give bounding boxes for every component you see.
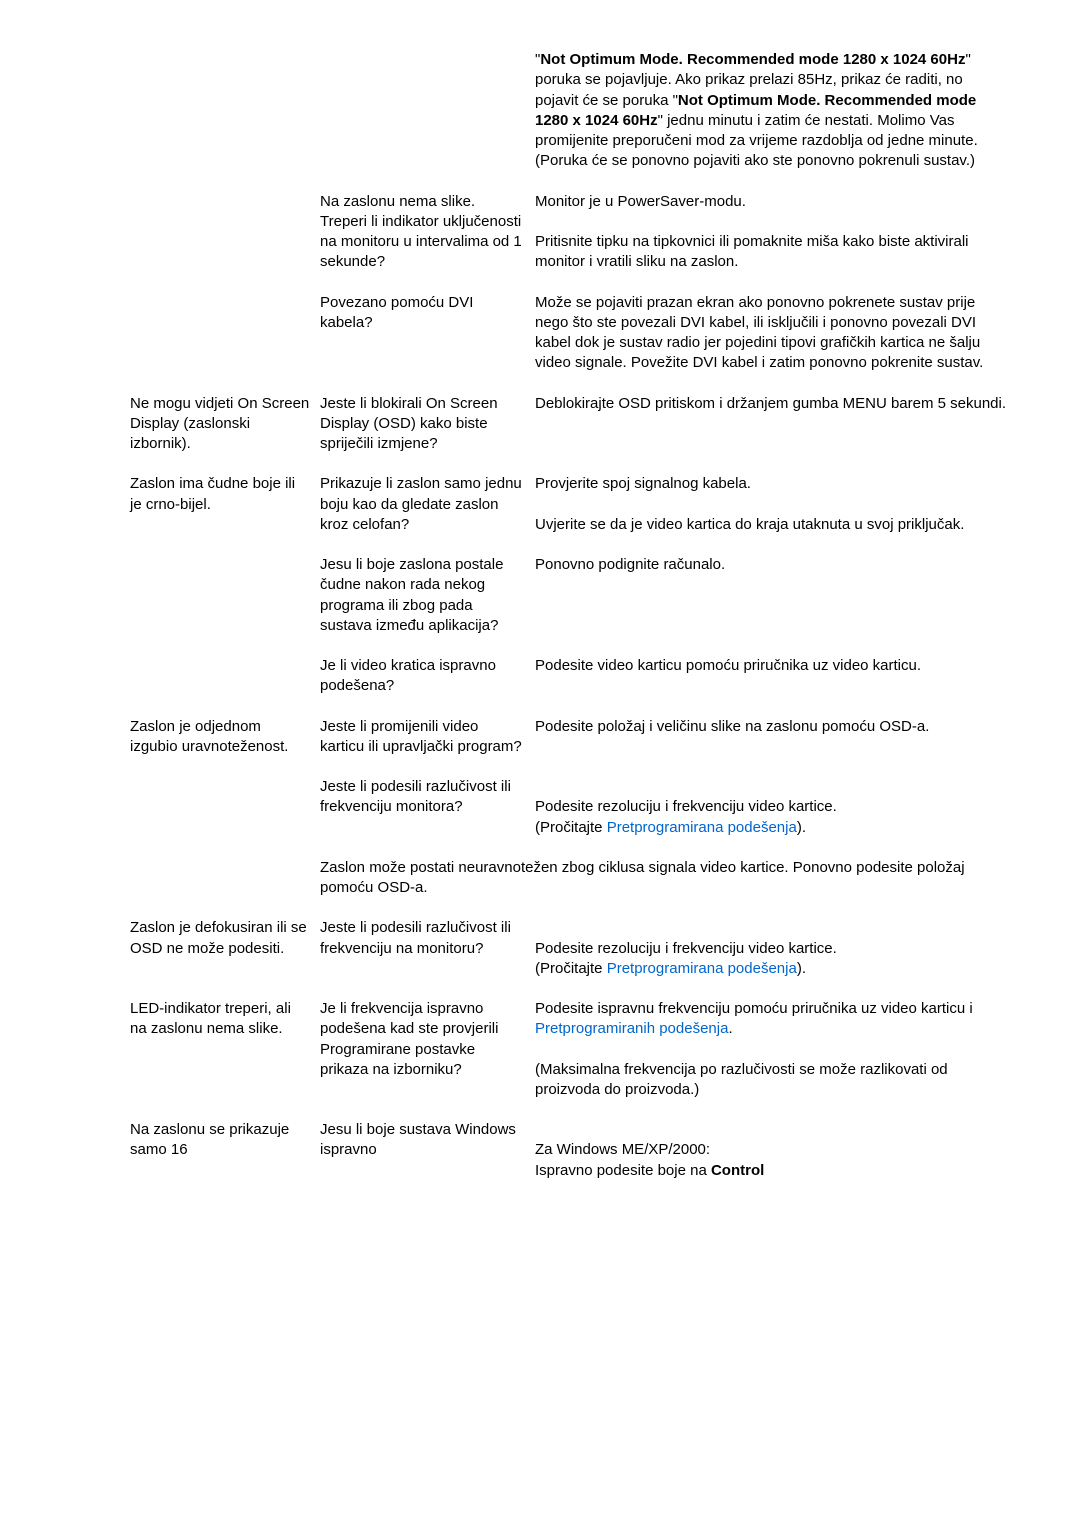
check-cell: Je li frekvencija ispravno podešena kad … [320, 989, 535, 1110]
solution-cell: Ponovno podignite računalo. [535, 545, 1020, 646]
problem-cell [130, 222, 320, 283]
solution-cell: "Not Optimum Mode. Recommended mode 1280… [535, 40, 1020, 182]
solution-cell: Podesite rezoluciju i frekvenciju video … [535, 908, 1020, 989]
check-cell: Jeste li blokirali On Screen Display (OS… [320, 384, 535, 465]
solution-cell: Podesite video karticu pomoću priručnika… [535, 646, 1020, 707]
text: ). [797, 819, 806, 836]
check-cell: Povezano pomoću DVI kabela? [320, 283, 535, 384]
check-cell: Jesu li boje zaslona postale čudne nakon… [320, 545, 535, 646]
solution-cell: Deblokirajte OSD pritiskom i držanjem gu… [535, 384, 1020, 465]
problem-cell: Zaslon ima čudne boje ili je crno-bijel. [130, 464, 320, 545]
check-cell: Prikazuje li zaslon samo jednu boju kao … [320, 464, 535, 545]
check-cell: Jeste li podesili razlučivost ili frekve… [320, 767, 535, 848]
solution-cell: (Maksimalna frekvencija po razlučivosti … [535, 1050, 1020, 1111]
text: Podesite ispravnu frekvenciju pomoću pri… [535, 1000, 973, 1017]
problem-cell [130, 283, 320, 384]
problem-cell: Zaslon je defokusiran ili se OSD ne može… [130, 908, 320, 989]
problem-cell: Zaslon je odjednom izgubio uravnoteženos… [130, 707, 320, 768]
solution-cell: Podesite rezoluciju i frekvenciju video … [535, 767, 1020, 848]
solution-cell: Pritisnite tipku na tipkovnici ili pomak… [535, 222, 1020, 283]
text: ). [797, 960, 806, 977]
solution-cell: Podesite položaj i veličinu slike na zas… [535, 707, 1020, 768]
note-cell: Zaslon može postati neuravnotežen zbog c… [320, 848, 1020, 909]
check-cell: Jesu li boje sustava Windows ispravno [320, 1110, 535, 1191]
problem-cell: LED-indikator treperi, ali na zaslonu ne… [130, 989, 320, 1110]
solution-cell: Monitor je u PowerSaver-modu. [535, 182, 1020, 222]
check-cell: Jeste li podesili razlučivost ili frekve… [320, 908, 535, 989]
check-cell: Na zaslonu nema slike. Treperi li indika… [320, 182, 535, 283]
preset-settings-link[interactable]: Pretprogramiranih podešenja [535, 1020, 728, 1037]
check-cell: Je li video kratica ispravno podešena? [320, 646, 535, 707]
bold-text: Not Optimum Mode. Recommended mode 1280 … [540, 51, 965, 68]
solution-cell: Provjerite spoj signalnog kabela. [535, 464, 1020, 504]
problem-cell [130, 182, 320, 222]
problem-cell [130, 40, 320, 182]
troubleshooting-table: "Not Optimum Mode. Recommended mode 1280… [130, 40, 1020, 1191]
solution-cell: Podesite ispravnu frekvenciju pomoću pri… [535, 989, 1020, 1050]
preset-settings-link[interactable]: Pretprogramirana podešenja [607, 960, 797, 977]
problem-cell [130, 545, 320, 646]
problem-cell: Na zaslonu se prikazuje samo 16 [130, 1110, 320, 1191]
problem-cell [130, 767, 320, 848]
check-cell [320, 40, 535, 182]
text: . [728, 1020, 732, 1037]
solution-cell: Može se pojaviti prazan ekran ako ponovn… [535, 283, 1020, 384]
solution-cell: Uvjerite se da je video kartica do kraja… [535, 505, 1020, 545]
check-cell: Jeste li promijenili video karticu ili u… [320, 707, 535, 768]
problem-cell [130, 848, 320, 909]
problem-cell: Ne mogu vidjeti On Screen Display (zaslo… [130, 384, 320, 465]
preset-settings-link[interactable]: Pretprogramirana podešenja [607, 819, 797, 836]
text: Za Windows ME/XP/2000: Ispravno podesite… [535, 1141, 711, 1178]
bold-text: Control [711, 1162, 764, 1179]
problem-cell [130, 646, 320, 707]
solution-cell: Za Windows ME/XP/2000: Ispravno podesite… [535, 1110, 1020, 1191]
